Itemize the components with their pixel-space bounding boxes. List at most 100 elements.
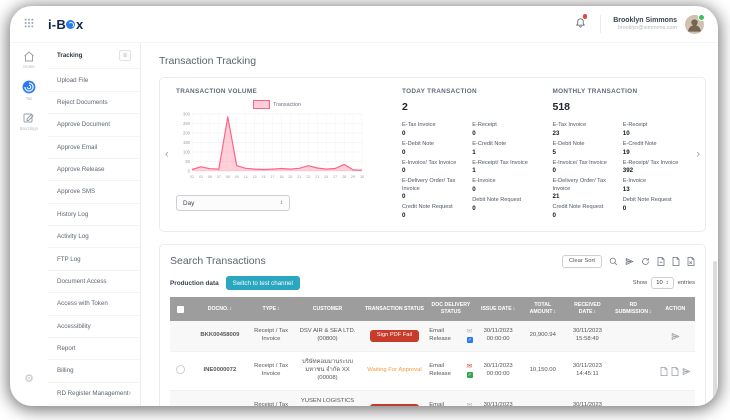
sort-icon[interactable]: ↕ (229, 305, 233, 312)
stat-label: E-Receipt/ Tax Invoice (622, 159, 679, 166)
sort-icon[interactable]: ↕ (277, 305, 280, 312)
sort-icon[interactable]: ↕ (593, 309, 597, 316)
stat-label: Credit Note Request (552, 204, 604, 211)
send-document-icon[interactable] (671, 332, 680, 341)
stat-label: E-Delivery Order/ Tax Invoice (402, 178, 456, 192)
app-launcher-grid-icon[interactable] (24, 15, 34, 33)
table-row[interactable]: BKK00458008Receipt / Tax InvoiceYUSEN LO… (170, 390, 695, 406)
cell-received-date: 30/11/2023 14:45:11 (563, 351, 611, 391)
sidebar-item-upload-file[interactable]: Upload File (48, 69, 140, 92)
sidebar-item-mapping[interactable]: Mapping› (48, 405, 140, 406)
select-all-checkbox[interactable] (177, 305, 184, 313)
stat-value: 5 (552, 148, 556, 156)
sidebar-item-approve-email[interactable]: Approve Email (48, 137, 140, 159)
svg-text:16: 16 (262, 175, 266, 179)
sidebar-item-billing[interactable]: Billing (48, 360, 140, 383)
export-pdf-icon[interactable] (657, 256, 665, 266)
rail-item-home[interactable]: Home (23, 51, 35, 69)
status-badge[interactable]: Sign PDF Fail (369, 329, 419, 343)
sidebar-item-approve-document[interactable]: Approve Document (48, 114, 140, 137)
stat-value: 21 (552, 193, 560, 201)
column-header-customer: CUSTOMER (293, 297, 362, 322)
period-select[interactable]: Day ↕ (176, 195, 290, 211)
user-menu[interactable]: Brooklyn Simmons brooklyn@simmons.com (613, 17, 677, 31)
stat-pair: E-Debit Note 0 (402, 141, 460, 156)
sidebar-collapse-icon[interactable]: ≡ (119, 50, 131, 62)
svg-text:20: 20 (288, 175, 292, 179)
column-header-received[interactable]: RECEIVED DATE↕ (563, 297, 611, 322)
sidebar-item-ftp-log[interactable]: FTP Log (48, 248, 140, 271)
svg-text:100: 100 (183, 150, 191, 155)
sort-icon[interactable]: ↕ (648, 309, 652, 316)
column-header-rd[interactable]: RD SUBMISSION↕ (611, 297, 656, 322)
sort-icon[interactable]: ↕ (512, 305, 516, 312)
export-doc-icon[interactable] (672, 256, 680, 266)
sidebar-item-label: Approve Document (57, 121, 110, 129)
cell-action (655, 390, 695, 406)
stat-value: 0 (472, 204, 476, 212)
sidebar-item-accessibility[interactable]: Accessibility (48, 316, 140, 338)
monthly-title: MONTHLY TRANSACTION (552, 88, 638, 95)
sidebar-item-tracking[interactable]: Tracking ≡ (48, 43, 140, 70)
status-badge[interactable]: Sign PDF Fail (369, 403, 419, 406)
cell-type: Receipt / Tax Invoice (248, 321, 294, 353)
sidebar-item-activity-log[interactable]: Activity Log (48, 226, 140, 249)
search-icon[interactable] (609, 257, 618, 266)
cell-action (655, 351, 695, 391)
rail-item-settings[interactable]: ⚙ (24, 374, 34, 395)
stat-pair: E-Delivery Order/ Tax Invoice 21 (553, 178, 611, 200)
send-document-icon[interactable] (682, 367, 691, 376)
svg-text:30: 30 (360, 175, 364, 179)
column-header-type[interactable]: TYPE↕ (248, 297, 294, 322)
select-arrows-icon: ↕ (665, 280, 669, 287)
avatar[interactable] (685, 13, 705, 34)
notifications-button[interactable] (575, 14, 588, 33)
page-size-value: 10 (656, 280, 663, 287)
scrollbar[interactable] (713, 261, 717, 406)
stat-pair: Credit Note Request 0 (553, 204, 611, 219)
stat-value: 10 (622, 129, 630, 137)
sidebar-item-access-with-token[interactable]: Access with Token (48, 293, 140, 316)
sort-icon[interactable]: ↕ (553, 309, 556, 316)
column-header-issue[interactable]: ISSUE DATE↕ (474, 297, 522, 322)
column-header-amount[interactable]: TOTAL AMOUNT↕ (521, 297, 564, 322)
stat-pair: E-Invoice 13 (623, 178, 681, 193)
rail-item-label: Tax (25, 96, 33, 101)
clear-sort-button[interactable]: Clear Sort (561, 254, 602, 268)
stat-label: E-Invoice/ Tax Invoice (402, 159, 457, 166)
sidebar-item-approve-sms[interactable]: Approve SMS (48, 181, 140, 204)
rail-item-tax[interactable]: Tax (22, 80, 36, 101)
page-size-select[interactable]: 10 ↕ (651, 277, 674, 290)
table-toolbar: Clear Sort (561, 254, 695, 268)
carousel-next-button[interactable]: › (696, 148, 700, 161)
refresh-icon[interactable] (641, 257, 650, 266)
export-excel-icon[interactable] (687, 256, 695, 266)
legend-label: Transaction (273, 101, 301, 108)
sidebar-item-history-log[interactable]: History Log (48, 204, 140, 226)
send-document-icon[interactable] (671, 405, 680, 406)
svg-text:15: 15 (253, 175, 257, 179)
status-text: Waiting For Approval (367, 367, 422, 374)
file-action-icon[interactable] (671, 366, 679, 376)
send-icon[interactable] (625, 257, 634, 266)
table-row[interactable]: BKK00458009 Receipt / Tax Invoice DSV AIR … (170, 321, 695, 353)
sidebar-item-approve-release[interactable]: Approve Release (48, 159, 140, 182)
svg-text:08: 08 (226, 175, 230, 179)
sidebar-item-report[interactable]: Report (48, 338, 140, 361)
stat-pair: E-Debit Note 5 (553, 141, 611, 156)
sidebar-item-document-access[interactable]: Document Access (48, 271, 140, 294)
column-header-docno[interactable]: DOCNO.↕ (191, 297, 249, 322)
row-select-radio[interactable] (176, 364, 185, 374)
table-row[interactable]: INE0000072 Receipt / Tax Invoice บริษัทคอม… (170, 351, 695, 391)
stat-value: 0 (472, 186, 476, 194)
sidebar-item-rd-register-management[interactable]: RD Register Management › (48, 383, 140, 405)
file-action-icon[interactable] (660, 366, 668, 376)
sidebar-item-reject-documents[interactable]: Reject Documents (48, 92, 140, 115)
switch-channel-button[interactable]: Switch to test channel (225, 276, 300, 291)
carousel-prev-button[interactable]: ‹ (165, 148, 169, 161)
rail-item-box2sign[interactable]: Box2Sign (20, 112, 38, 131)
sidebar-item-label: History Log (57, 210, 89, 218)
stat-pair: E-Receipt 0 (472, 122, 530, 137)
chevron-right-icon: › (128, 389, 131, 397)
